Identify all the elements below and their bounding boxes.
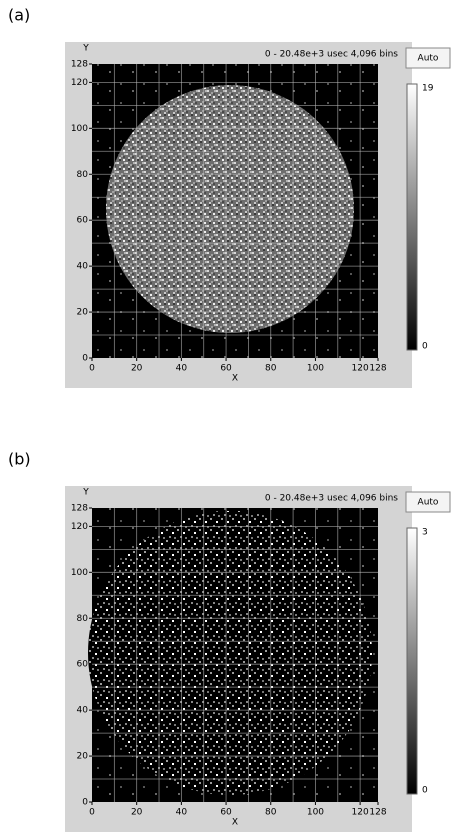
x-tick-label: 128 [369,364,386,374]
y-axis-label: Y [82,44,89,54]
colorbar [407,84,417,350]
detector-image [88,511,372,795]
x-tick-label: 100 [307,808,324,818]
y-tick-label: 120 [71,78,88,88]
y-tick-label: 128 [71,504,88,514]
screen: (a)020406080100120128020406080100120128Y… [0,0,456,836]
x-tick-label: 40 [176,808,188,818]
panel-label: (b) [8,450,31,469]
colorbar [407,528,417,794]
x-tick-label: 0 [89,808,95,818]
x-tick-label: 128 [369,808,386,818]
y-tick-label: 80 [77,614,89,624]
y-tick-label: 40 [77,262,89,272]
auto-button-label[interactable]: Auto [418,54,439,64]
x-tick-label: 120 [352,364,369,374]
panel-label: (a) [8,6,30,25]
x-axis-label: X [232,818,238,828]
y-tick-label: 40 [77,706,89,716]
x-tick-label: 20 [131,364,143,374]
x-tick-label: 60 [220,808,232,818]
y-tick-label: 60 [77,216,89,226]
detector-image [106,85,354,333]
y-tick-label: 100 [71,568,88,578]
x-tick-label: 80 [265,364,277,374]
colorbar-max: 19 [422,84,434,94]
y-tick-label: 100 [71,124,88,134]
page: {"panels": [ {"label": "(a)", "header": … [0,0,456,836]
y-tick-label: 120 [71,522,88,532]
x-tick-label: 20 [131,808,143,818]
y-tick-label: 0 [82,798,88,808]
x-tick-label: 120 [352,808,369,818]
colorbar-min: 0 [422,786,428,796]
y-axis-label: Y [82,488,89,498]
header-info: 0 - 20.48e+3 usec 4,096 bins [265,50,398,60]
x-tick-label: 80 [265,808,277,818]
x-axis-label: X [232,374,238,384]
y-tick-label: 60 [77,660,89,670]
x-tick-label: 100 [307,364,324,374]
colorbar-max: 3 [422,528,428,538]
y-tick-label: 0 [82,354,88,364]
y-tick-label: 20 [77,308,89,318]
y-tick-label: 80 [77,170,89,180]
y-tick-label: 20 [77,752,89,762]
x-tick-label: 40 [176,364,188,374]
auto-button-label[interactable]: Auto [418,498,439,508]
colorbar-min: 0 [422,342,428,352]
y-tick-label: 128 [71,60,88,70]
x-tick-label: 60 [220,364,232,374]
x-tick-label: 0 [89,364,95,374]
header-info: 0 - 20.48e+3 usec 4,096 bins [265,494,398,504]
